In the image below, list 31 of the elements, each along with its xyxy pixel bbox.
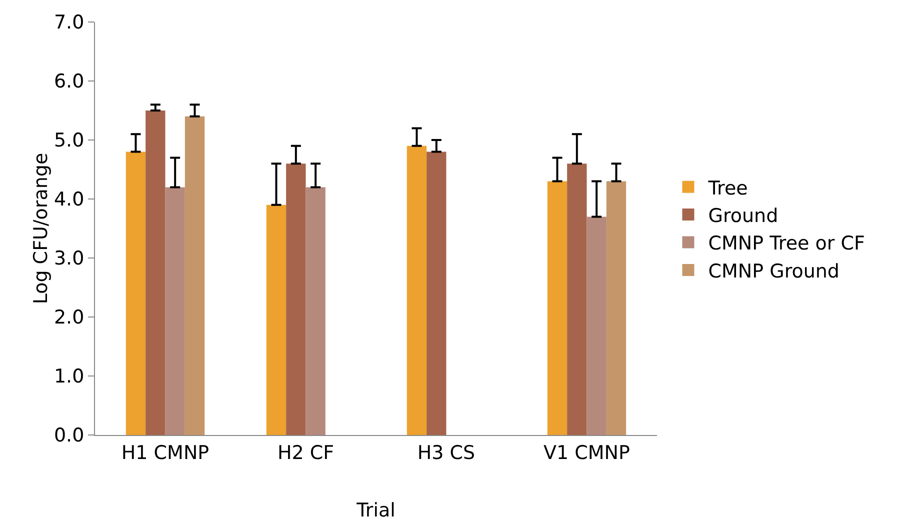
bar [266,204,286,435]
bar [547,181,568,435]
y-tick-label: 3.0 [54,248,84,270]
y-tick-label: 5.0 [54,130,84,152]
y-axis-title: Log CFU/orange [30,152,52,304]
legend-label: CMNP Tree or CF [708,232,865,255]
bar [165,187,185,435]
bar [184,116,205,435]
bar [126,152,146,435]
x-tick-label: V1 CMNP [544,442,630,464]
legend-label: CMNP Ground [708,260,840,282]
y-tick-label: 2.0 [54,306,84,329]
bar [586,216,606,435]
x-tick-label: H1 CMNP [121,442,210,464]
legend-label: Ground [708,204,778,227]
legend-label: Tree [707,177,748,200]
x-tick-label: H2 CF [277,442,334,464]
bar [306,187,326,435]
y-tick-label: 0.0 [54,424,84,447]
bar [606,181,626,435]
y-tick-label: 6.0 [54,70,84,93]
y-tick-label: 7.0 [54,12,84,34]
bar [567,164,587,435]
bar [426,152,446,435]
bar [286,164,306,435]
y-tick-label: 1.0 [54,366,84,388]
x-axis-title: Trial [356,500,396,522]
y-tick-label: 4.0 [54,188,84,211]
bar [406,146,427,435]
x-tick-label: H3 CS [417,442,476,464]
bar [146,110,166,435]
